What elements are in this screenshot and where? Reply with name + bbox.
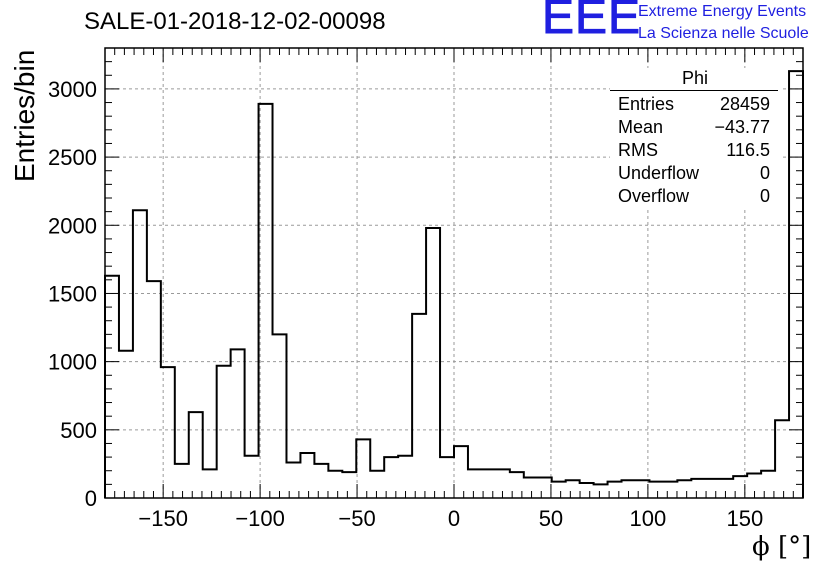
x-tick-label: −50 [338,506,375,531]
y-tick-label: 3000 [48,77,97,102]
stats-key: Underflow [618,163,700,183]
stats-value: 0 [759,186,770,206]
y-tick-label: 1500 [48,281,97,306]
y-tick-label: 500 [60,418,97,443]
stats-row-underflow: Underflow 0 [618,163,770,185]
stats-row-rms: RMS 116.5 [618,140,770,162]
logo-line-2: La Scienza nelle Scuole [638,25,809,42]
x-tick-label: −100 [235,506,285,531]
stats-key: Mean [618,117,664,137]
y-tick-label: 1000 [48,350,97,375]
axis-ticks [105,48,803,499]
axis-tick-labels: −150 −100 −50 0 50 100 15005001000150020002500… [48,77,763,531]
x-tick-label: 100 [630,506,667,531]
eee-logo-mark: EEE [541,0,642,44]
stats-key: RMS [618,140,658,160]
x-tick-label: 50 [539,506,563,531]
eee-logo: EEE Extreme Energy Events La Scienza nel… [540,0,836,48]
logo-line-1: Extreme Energy Events [638,3,807,20]
stats-row-mean: Mean −43.77 [618,117,770,139]
stats-title: Phi [681,68,708,88]
stats-row-overflow: Overflow 0 [618,186,770,208]
x-axis-label: ϕ [°] [752,532,812,562]
y-tick-label: 2500 [48,145,97,170]
stats-value: 116.5 [726,140,770,160]
x-tick-label: −150 [138,506,188,531]
plot-title: SALE-01-2018-12-02-00098 [84,8,386,35]
y-axis-label: Entries/bin [9,49,40,182]
x-tick-label: 0 [448,506,460,531]
stats-key: Overflow [618,186,690,206]
stats-divider [610,90,778,91]
stats-value: 0 [759,163,770,183]
stats-value: 28459 [719,94,770,114]
stats-box: Phi Entries 28459 Mean −43.77 RMS 116.5 … [610,68,780,208]
y-tick-label: 0 [85,486,97,511]
histogram-series-phi [104,70,804,498]
y-tick-label: 2000 [48,213,97,238]
x-tick-label: 150 [726,506,763,531]
stats-value: −43.77 [714,117,770,137]
stats-key: Entries [618,94,675,114]
stats-row-entries: Entries 28459 [618,94,770,116]
